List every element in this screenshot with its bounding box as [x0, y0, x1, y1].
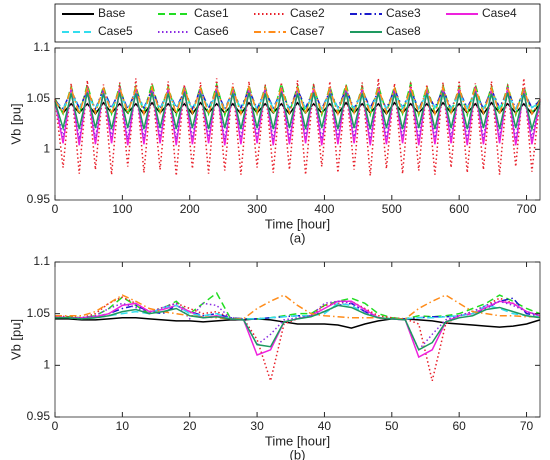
y-tick-label: 1.05	[27, 306, 51, 320]
axes-frame	[54, 47, 541, 201]
legend-box	[54, 3, 541, 43]
series-line	[54, 92, 541, 133]
series-line	[54, 300, 541, 352]
y-tick-label: 1	[43, 358, 50, 372]
x-tick-label: 40	[318, 419, 332, 433]
axes-frame	[54, 261, 541, 418]
legend-label: Case2	[290, 6, 325, 20]
y-tick-label: 0.95	[27, 409, 51, 423]
x-tick-label: 20	[183, 419, 197, 433]
legend-label: Case5	[98, 24, 133, 38]
x-tick-label: 50	[385, 419, 399, 433]
plot-area	[55, 48, 540, 200]
x-tick-label: 200	[180, 202, 200, 216]
x-tick-label: 100	[112, 202, 132, 216]
legend-label: Case8	[386, 24, 421, 38]
legend-label: Base	[98, 6, 126, 20]
y-tick-label: 1	[43, 142, 50, 156]
y-axis-label: Vb [pu]	[8, 103, 23, 144]
y-axis-label: Vb [pu]	[8, 319, 23, 360]
legend-label: Case4	[482, 6, 517, 20]
x-tick-label: 60	[452, 419, 466, 433]
series-line	[55, 302, 541, 320]
series-line	[55, 317, 541, 329]
x-tick-label: 700	[517, 202, 537, 216]
legend-label: Case1	[194, 6, 229, 20]
x-tick-label: 0	[52, 202, 59, 216]
x-tick-label: 30	[250, 419, 264, 433]
series-line	[54, 85, 541, 117]
x-tick-label: 300	[247, 202, 267, 216]
legend-label: Case3	[386, 6, 421, 20]
x-tick-label: 500	[382, 202, 402, 216]
x-tick-label: 0	[52, 419, 59, 433]
series-line	[55, 304, 541, 351]
x-tick-label: 10	[116, 419, 130, 433]
x-axis-label: Time [hour]	[265, 433, 330, 448]
x-tick-label: 400	[314, 202, 334, 216]
caption: (b)	[290, 447, 306, 460]
y-tick-label: 1.1	[33, 40, 50, 54]
x-tick-label: 600	[449, 202, 469, 216]
x-tick-label: 70	[520, 419, 534, 433]
series-line	[55, 294, 540, 320]
y-tick-label: 0.95	[27, 192, 51, 206]
legend-label: Case6	[194, 24, 229, 38]
caption: (a)	[290, 230, 306, 245]
x-axis-label: Time [hour]	[265, 216, 330, 231]
y-tick-label: 1.05	[27, 91, 51, 105]
legend-label: Case7	[290, 24, 325, 38]
y-tick-label: 1.1	[33, 254, 50, 268]
series-line	[54, 78, 541, 176]
series-line	[54, 100, 541, 116]
plot-area	[55, 262, 540, 417]
